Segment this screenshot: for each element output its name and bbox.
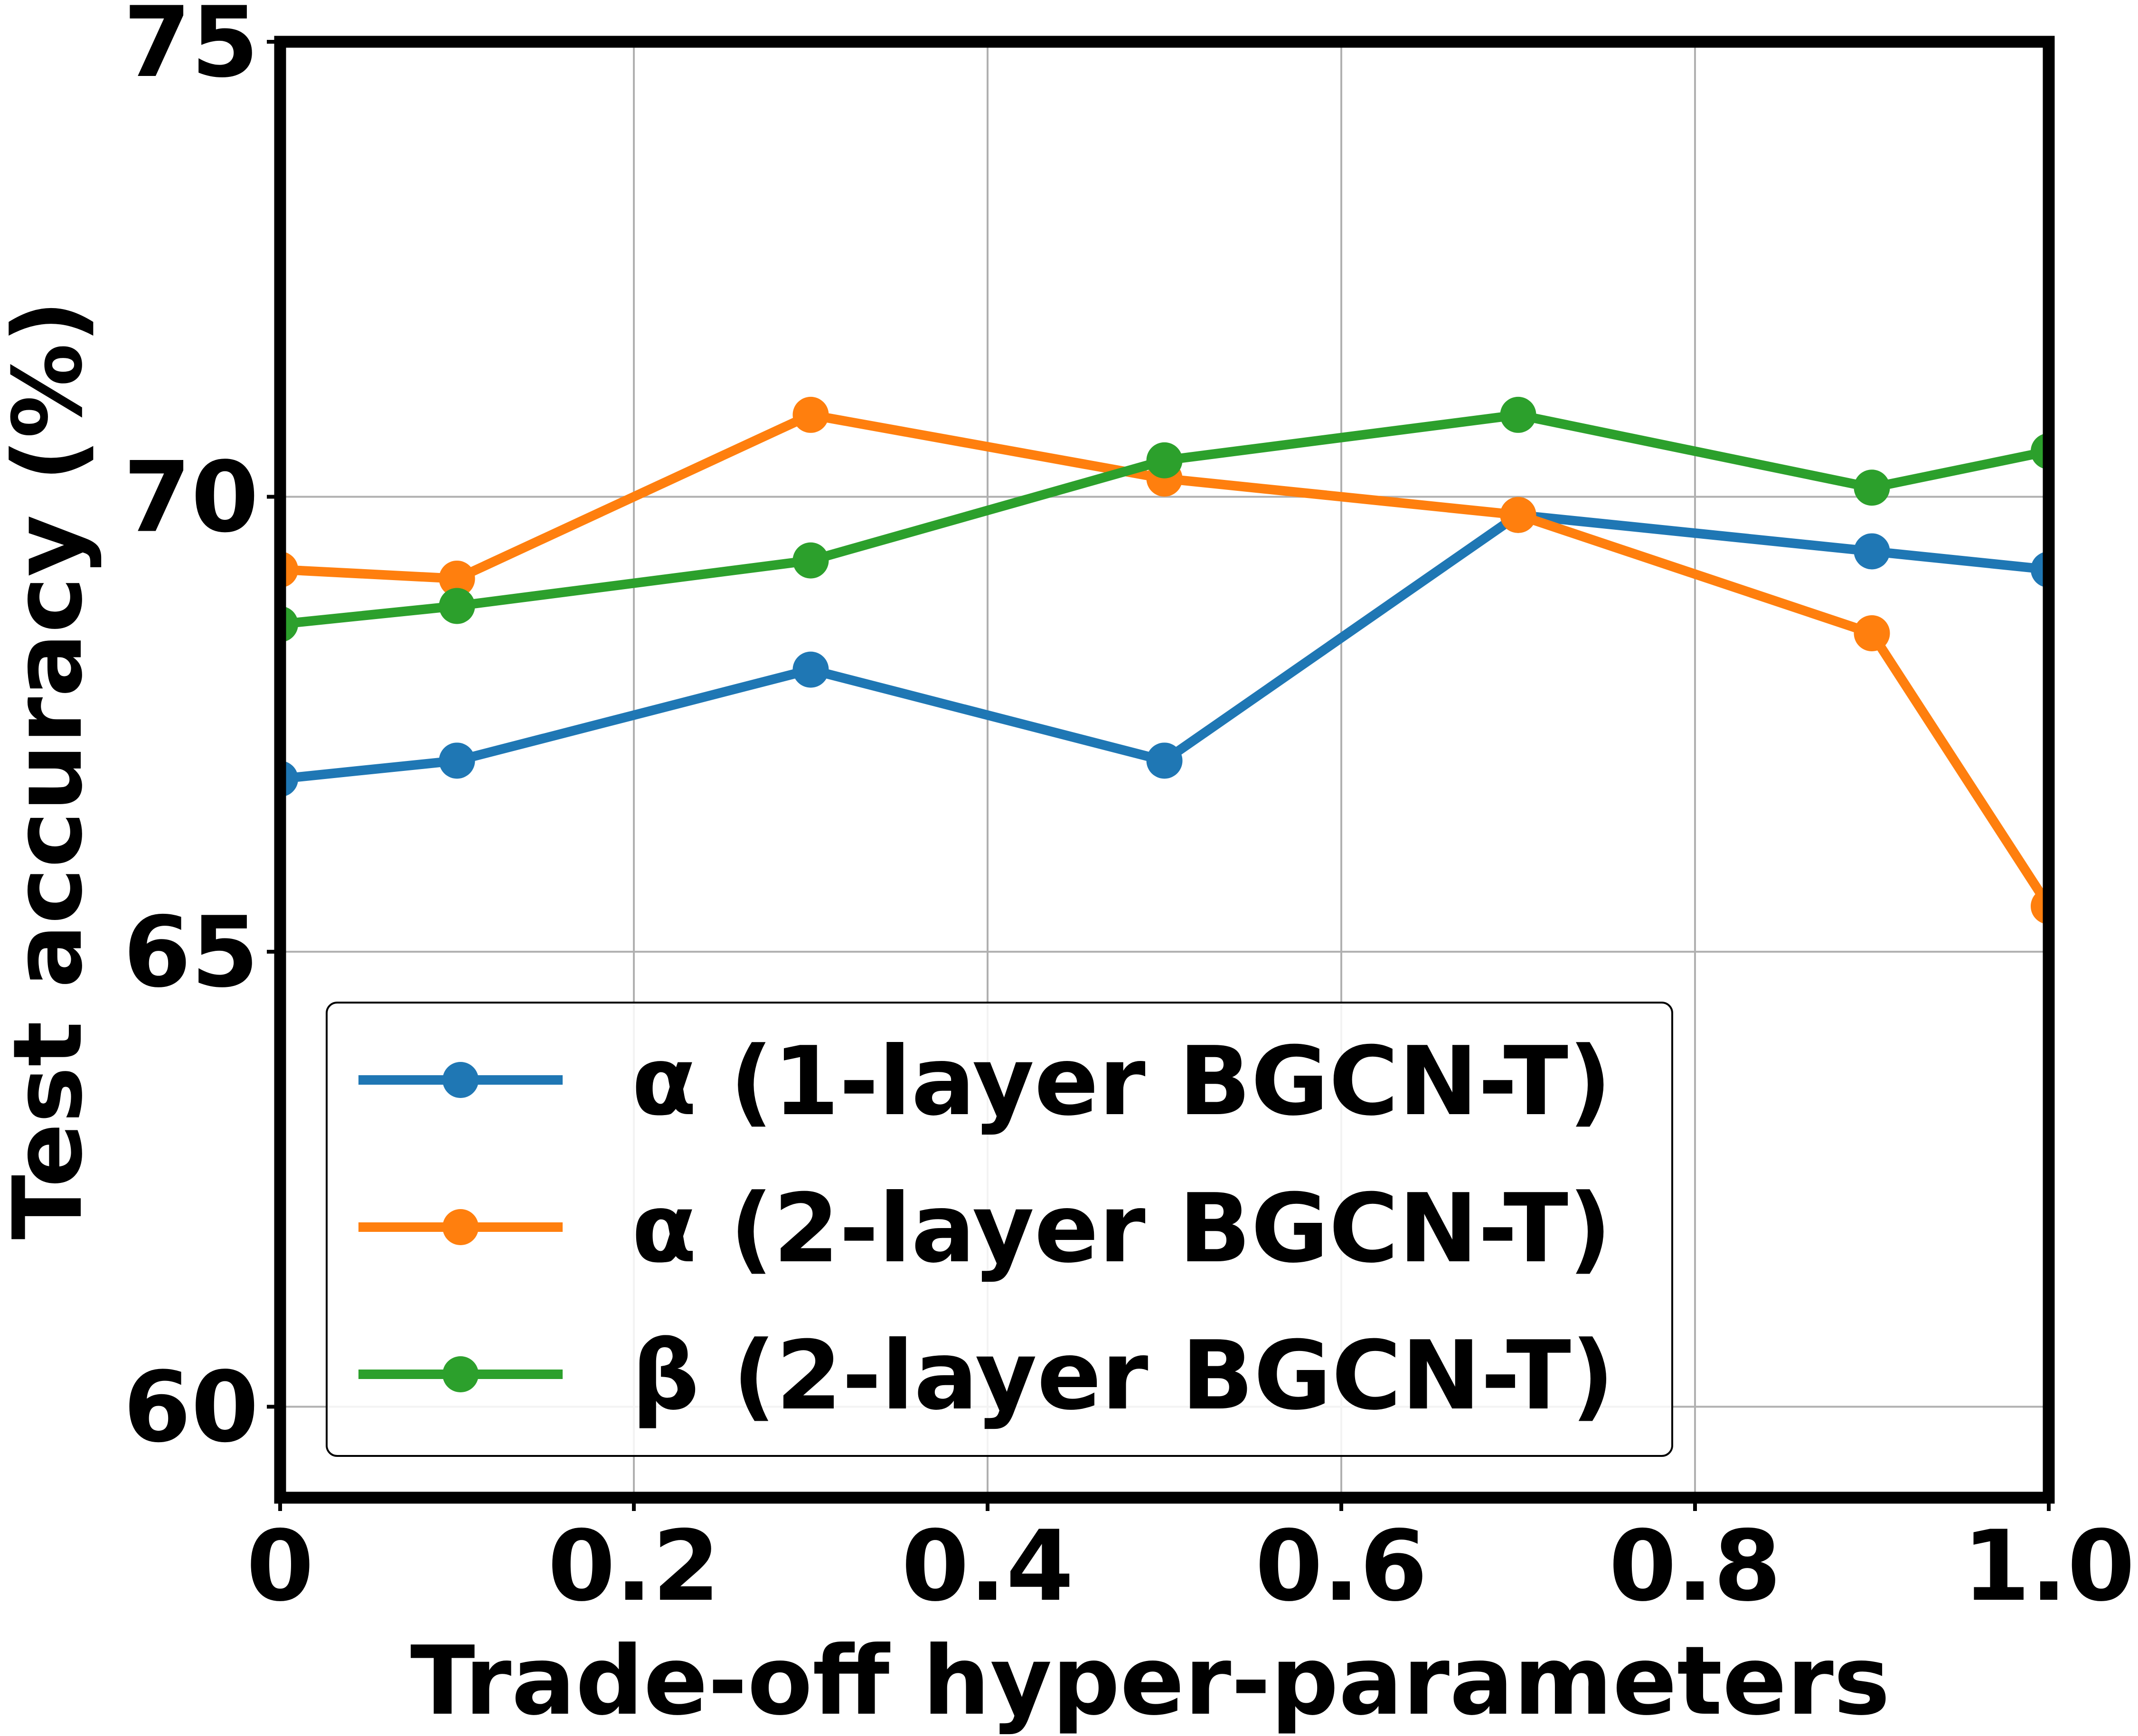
legend-item: α (2-layer BGCN-T): [358, 1173, 1611, 1284]
data-point: [439, 560, 475, 597]
data-point: [1500, 396, 1536, 433]
legend-swatch-marker: [443, 1356, 479, 1392]
legend-label: β (2-layer BGCN-T): [631, 1321, 1614, 1431]
x-tick-label: 1.0: [1962, 1510, 2135, 1623]
y-tick-label: 65: [123, 896, 259, 1009]
data-point: [1146, 742, 1183, 779]
series-layer: [280, 396, 2049, 925]
x-tick-label: 0.6: [1255, 1510, 1427, 1623]
x-axis-label: Trade-off hyper-parameters: [410, 1626, 1890, 1736]
legend: α (1-layer BGCN-T) α (2-layer BGCN-T) β (2…: [326, 1002, 1673, 1457]
y-axis-label: Test accuracy (%): [0, 300, 104, 1240]
plot-frame: [274, 36, 2055, 1504]
x-tick-label: 0.8: [1609, 1510, 1781, 1623]
legend-swatch-marker: [443, 1062, 479, 1098]
data-point: [439, 742, 475, 779]
y-tick-label: 75: [123, 0, 259, 99]
legend-label: α (2-layer BGCN-T): [631, 1173, 1611, 1284]
legend-label: α (1-layer BGCN-T): [631, 1026, 1611, 1137]
legend-swatch-marker: [443, 1209, 479, 1245]
x-tick-label: 0: [246, 1510, 314, 1623]
axis-ticks: 0 0.2 0.4 0.6 0.8 1.0 60 65 70 75: [123, 0, 2135, 1623]
series-line: [280, 510, 2049, 784]
data-point: [1500, 497, 1536, 533]
x-tick-label: 0.2: [547, 1510, 720, 1623]
data-point: [1854, 615, 1890, 651]
data-point: [792, 651, 829, 688]
data-point: [1854, 533, 1890, 570]
legend-item: α (1-layer BGCN-T): [358, 1026, 1611, 1137]
y-tick-label: 70: [123, 441, 259, 554]
data-point: [792, 396, 829, 433]
data-point: [1146, 442, 1183, 479]
legend-box: [326, 1002, 1673, 1457]
legend-item: β (2-layer BGCN-T): [358, 1321, 1614, 1431]
x-tick-label: 0.4: [901, 1510, 1074, 1623]
data-point: [1854, 469, 1890, 506]
series-2: [280, 396, 2049, 925]
data-point: [439, 588, 475, 624]
data-point: [792, 542, 829, 579]
series-1: [280, 497, 2049, 797]
series-3: [280, 396, 2049, 642]
y-tick-label: 60: [123, 1351, 259, 1464]
